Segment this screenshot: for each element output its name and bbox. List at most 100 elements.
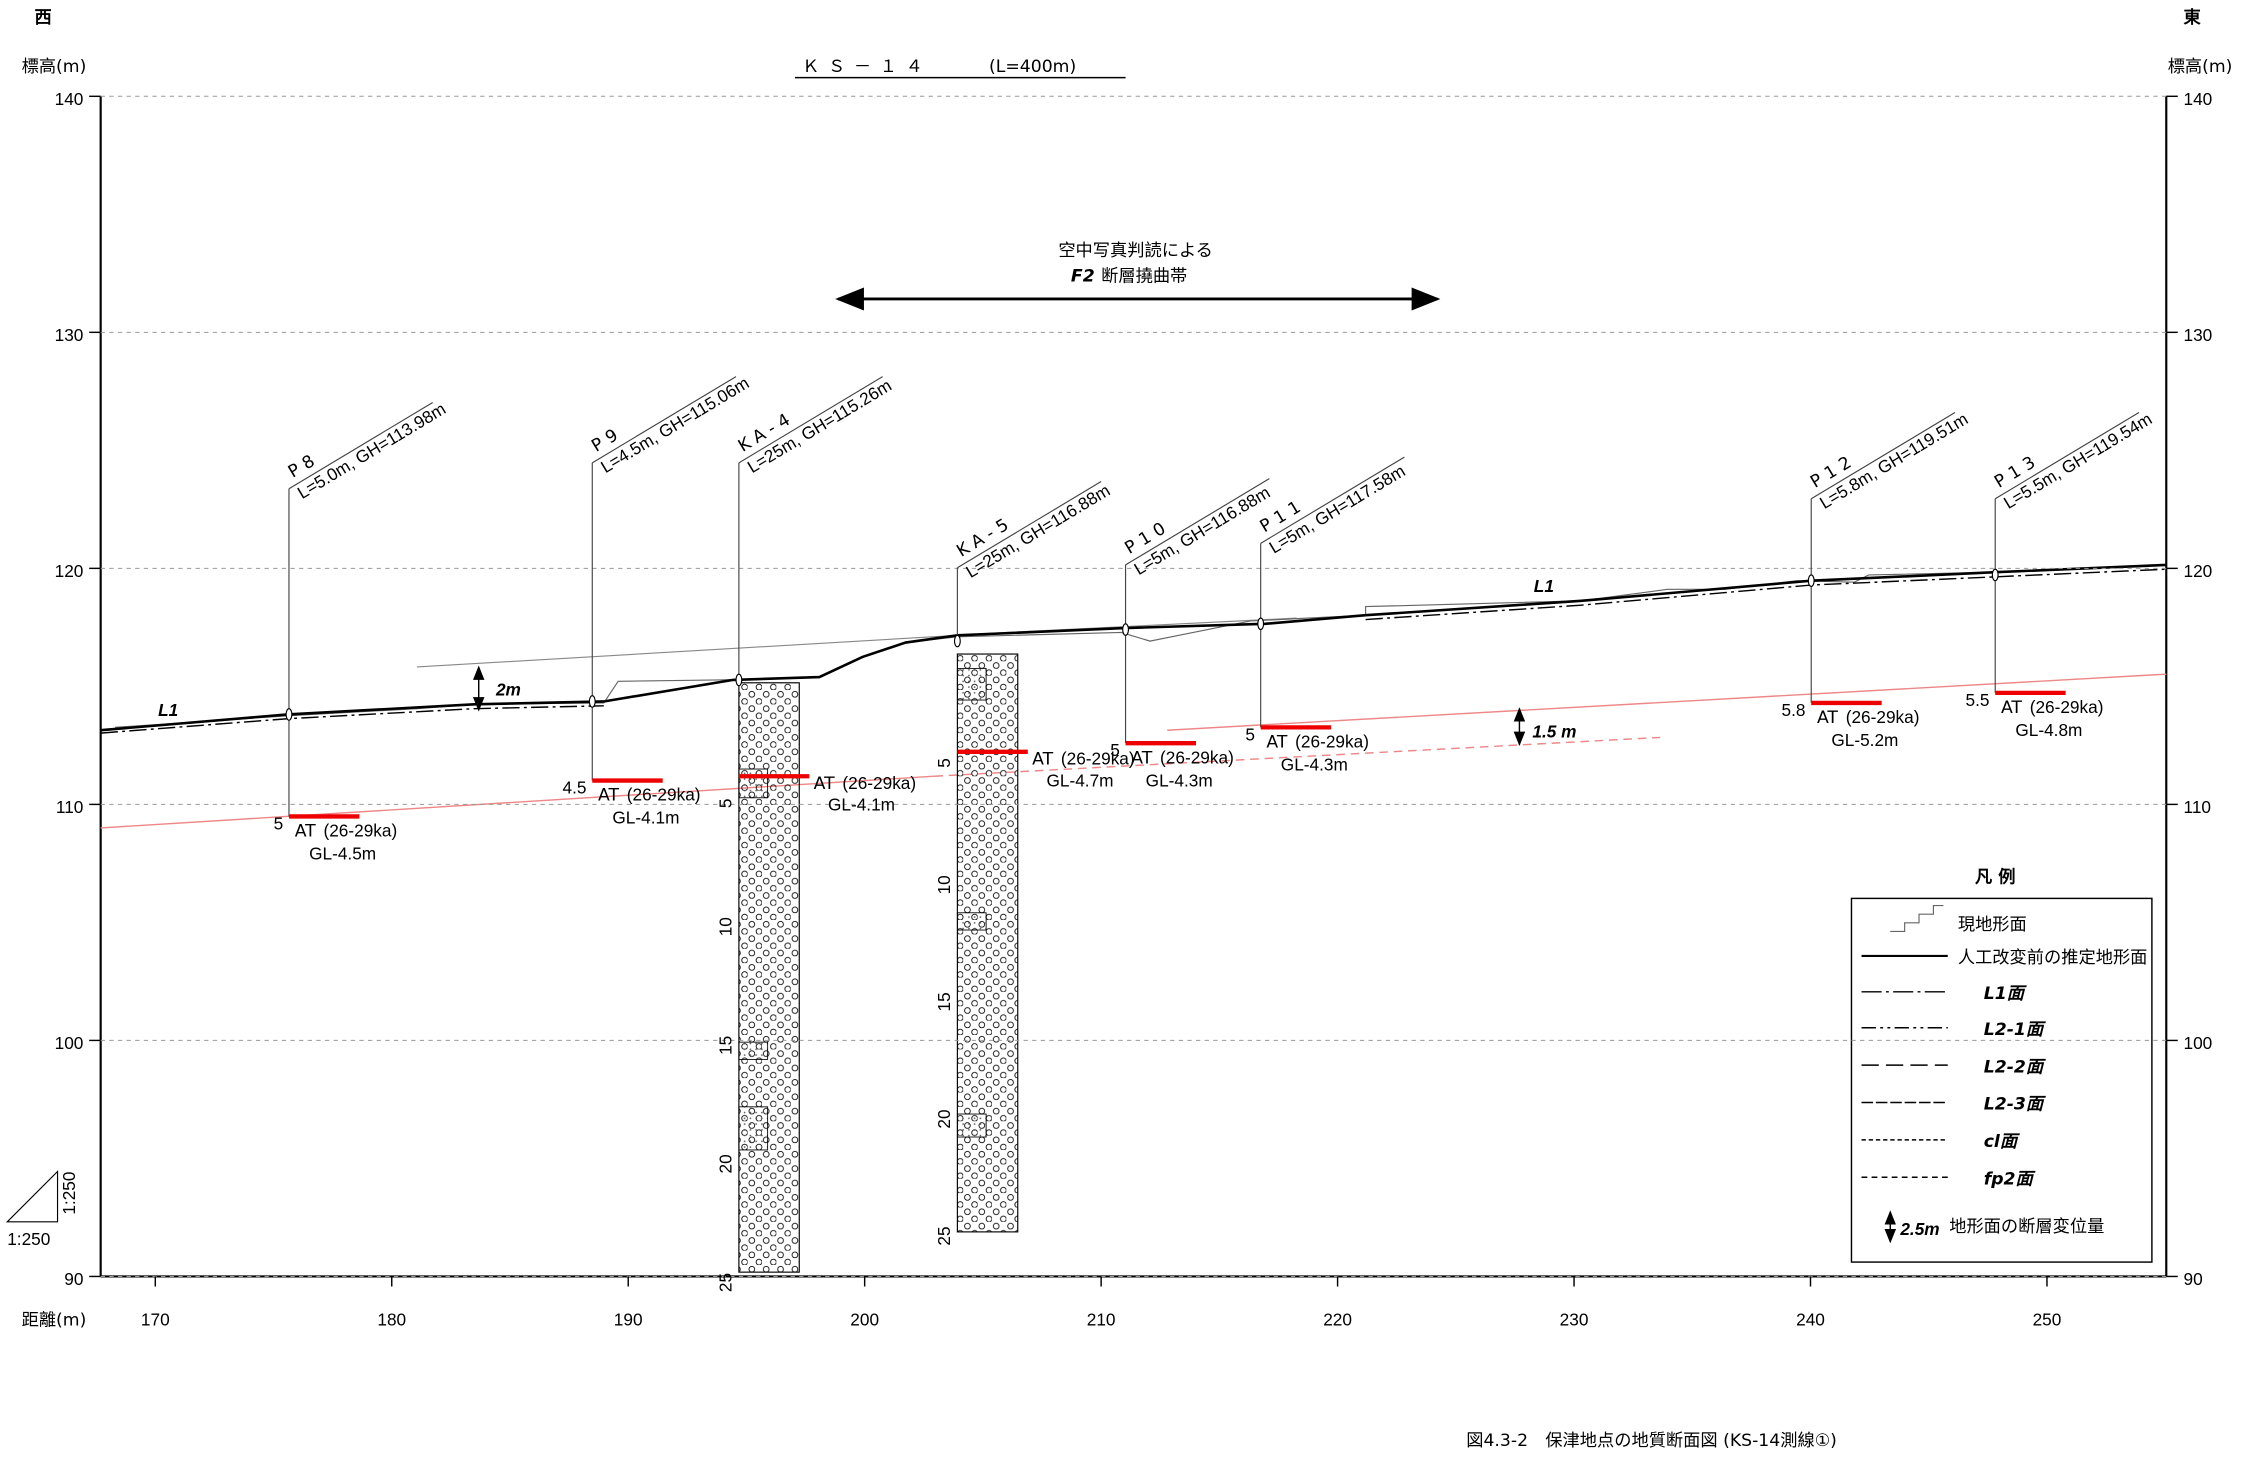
x-tick-label: 240 [1796,1309,1825,1329]
x-tick-label: 180 [377,1309,406,1329]
gl-label: GL-4.8m [2015,720,2082,740]
y-tick-label: 110 [2184,797,2211,817]
estimated-surface [100,563,2167,732]
gl-label: GL-5.2m [1831,730,1898,750]
x-axis-label: 距離(m) [22,1310,87,1330]
borehole-leader [957,481,1102,569]
depth-tick: 15 [716,1036,736,1055]
gl-label: GL-4.1m [612,808,679,828]
at-label: AT [598,786,619,806]
borehole-leader [591,376,737,464]
l1-surface [100,705,604,734]
at-age: (26-29ka) [842,773,916,793]
depth-tick: 5 [716,799,736,809]
depth-tick: 10 [934,875,954,894]
at-age: (26-29ka) [1846,707,1920,727]
legend-item: L2-3面 [1984,1095,2047,1115]
borehole-label: KA-4L=25m, GH=115.26m [735,375,895,477]
east-label: 東 [2184,7,2202,28]
depth-label: 5.8 [1782,700,1806,720]
at-age: (26-29ka) [2030,697,2104,717]
at-age: (26-29ka) [1295,731,1369,751]
legend-item: 人工改変前の推定地形面 [1958,948,2148,968]
scale-triangle [5,1170,59,1223]
gl-label: GL-4.1m [828,795,895,815]
borehole-leader [288,401,434,490]
y-tick-label: 120 [2184,561,2213,581]
x-tick-label: 200 [850,1309,879,1329]
borehole-label: KA-5L=25m, GH=116.88m [953,480,1113,582]
borehole-column [956,653,1019,1233]
x-tick-label: 190 [614,1309,643,1329]
borehole-leader [738,376,883,464]
y-tick-label: 90 [64,1269,83,1289]
legend-item: L2-1面 [1984,1020,2047,1040]
annotation: 空中写真判読による [1058,241,1213,261]
at-age: (26-29ka) [1160,747,1234,767]
x-tick-label: 210 [1087,1309,1116,1329]
annotation-fault: F2 [1071,267,1095,287]
depth-label: 4.5 [563,777,587,797]
gl-label: GL-4.3m [1146,770,1213,790]
displacement-label: 2m [495,680,521,700]
y-tick-label: 100 [55,1033,84,1053]
legend-item: cl面 [1984,1132,2021,1152]
surface-marker [1991,568,1999,582]
borehole-label: P8L=5.0m, GH=113.98m [285,398,449,502]
y-tick-label: 120 [55,561,84,581]
at-label: AT [1032,750,1053,770]
legend-item: 現地形面 [1958,915,2027,935]
title: ＫＳ－１４ [802,57,931,77]
borehole-leader [1810,412,1956,500]
displacement-label: 1.5 m [1532,721,1576,741]
depth-tick: 10 [716,917,736,936]
west-label: 西 [35,8,52,28]
depth-label: 5 [1245,724,1255,744]
depth-label: 5 [274,813,284,833]
gl-label: GL-4.5m [309,844,376,864]
static-layout [5,76,2168,1278]
surface-marker [1807,574,1815,588]
at-trace [100,775,935,829]
legend-item: fp2面 [1984,1169,2037,1189]
at-age: (26-29ka) [1061,749,1135,769]
legend-item: L1面 [1984,984,2028,1004]
borehole-label: P9L=4.5m, GH=115.06m [588,373,752,477]
y-axis-label: 標高(m) [22,57,87,77]
sand-layer [956,912,987,931]
x-tick-label: 230 [1560,1309,1589,1329]
surface-marker [1257,617,1265,631]
surface-marker [953,634,961,648]
borehole-leader [1260,456,1405,544]
title-length: (L=400m) [989,57,1076,77]
surface-marker [588,695,596,708]
at-label: AT [1817,708,1838,728]
legend-title: 凡 例 [1975,867,2015,888]
at-label: AT [295,822,316,842]
y-tick-label: 140 [2184,89,2213,109]
sand-layer [738,1106,769,1151]
sand-layer [956,1113,987,1138]
depth-tick: 15 [934,992,954,1011]
y-axis-label: 標高(m) [2168,57,2233,77]
legend-sample [1890,905,1944,933]
texts: 西 東標高(m) 標高(m) 距離(m) ＫＳ－１４ (L=400m) 140 140 130 1… [7,7,2232,1451]
at-age: (26-29ka) [323,821,397,841]
surface-marker [285,708,293,721]
legend-item: L2-2面 [1984,1057,2047,1077]
at-trace-dashed [934,736,1661,777]
borehole-info: L=5.0m, GH=113.98m [294,398,449,502]
scale-label: 1:250 [59,1172,79,1215]
borehole-leader [1125,478,1270,566]
surface-label: L1 [158,700,178,720]
sand-layer [738,1041,769,1060]
legend-item: 2.5m [1899,1219,1939,1239]
y-tick-label: 130 [55,325,84,345]
borehole-info: L=4.5m, GH=115.06m [597,373,752,477]
gl-label: GL-4.7m [1047,770,1114,790]
